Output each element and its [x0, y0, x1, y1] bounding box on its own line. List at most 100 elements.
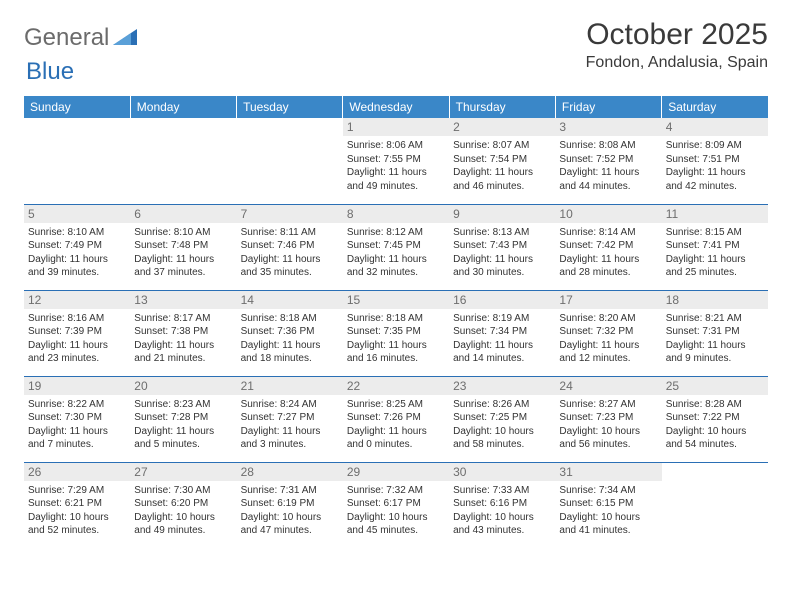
calendar-cell: 7Sunrise: 8:11 AMSunset: 7:46 PMDaylight… — [237, 204, 343, 290]
day-number: 29 — [343, 463, 449, 481]
day-number: 18 — [662, 291, 768, 309]
day-details: Sunrise: 8:07 AMSunset: 7:54 PMDaylight:… — [453, 138, 551, 193]
weekday-header: Monday — [130, 96, 236, 118]
day-details: Sunrise: 7:33 AMSunset: 6:16 PMDaylight:… — [453, 483, 551, 538]
day-number: 23 — [449, 377, 555, 395]
calendar-cell: 22 Sunrise: 8:25 AMSunset: 7:26 PMDayligh… — [343, 376, 449, 462]
day-details: Sunrise: 8:14 AMSunset: 7:42 PMDaylight:… — [559, 225, 657, 280]
day-number: 13 — [130, 291, 236, 309]
day-number: 25 — [662, 377, 768, 395]
day-details: Sunrise: 8:19 AMSunset: 7:34 PMDaylight:… — [453, 311, 551, 366]
day-number: 28 — [237, 463, 343, 481]
location-subtitle: Fondon, Andalusia, Spain — [586, 54, 768, 72]
calendar-cell-empty — [662, 462, 768, 548]
day-details: Sunrise: 8:27 AMSunset: 7:23 PMDaylight:… — [559, 397, 657, 452]
calendar-cell: 25 Sunrise: 8:28 AMSunset: 7:22 PMDayligh… — [662, 376, 768, 462]
brand-blue: Blue — [26, 58, 74, 86]
day-details: Sunrise: 8:22 AMSunset: 7:30 PMDaylight:… — [28, 397, 126, 452]
calendar-cell: 27 Sunrise: 7:30 AMSunset: 6:20 PMDayligh… — [130, 462, 236, 548]
calendar-cell: 15 Sunrise: 8:18 AMSunset: 7:35 PMDayligh… — [343, 290, 449, 376]
day-number: 8 — [343, 205, 449, 223]
calendar-cell: 11 Sunrise: 8:15 AMSunset: 7:41 PMDayligh… — [662, 204, 768, 290]
day-details: Sunrise: 8:21 AMSunset: 7:31 PMDaylight:… — [666, 311, 764, 366]
day-details: Sunrise: 7:31 AMSunset: 6:19 PMDaylight:… — [241, 483, 339, 538]
day-number: 9 — [449, 205, 555, 223]
brand-general: General — [24, 24, 109, 52]
calendar-cell: 8 Sunrise: 8:12 AMSunset: 7:45 PMDaylight… — [343, 204, 449, 290]
day-details: Sunrise: 8:24 AMSunset: 7:27 PMDaylight:… — [241, 397, 339, 452]
calendar-cell: 13 Sunrise: 8:17 AMSunset: 7:38 PMDayligh… — [130, 290, 236, 376]
day-details: Sunrise: 8:23 AMSunset: 7:28 PMDaylight:… — [134, 397, 232, 452]
day-number: 12 — [24, 291, 130, 309]
calendar-cell: 17 Sunrise: 8:20 AMSunset: 7:32 PMDayligh… — [555, 290, 661, 376]
day-details: Sunrise: 7:29 AMSunset: 6:21 PMDaylight:… — [28, 483, 126, 538]
day-number: 26 — [24, 463, 130, 481]
calendar-cell: 23 Sunrise: 8:26 AMSunset: 7:25 PMDayligh… — [449, 376, 555, 462]
day-details: Sunrise: 8:17 AMSunset: 7:38 PMDaylight:… — [134, 311, 232, 366]
weekday-header: Thursday — [449, 96, 555, 118]
day-details: Sunrise: 8:16 AMSunset: 7:39 PMDaylight:… — [28, 311, 126, 366]
calendar-cell: 19Sunrise: 8:22 AMSunset: 7:30 PMDayligh… — [24, 376, 130, 462]
day-details: Sunrise: 8:08 AMSunset: 7:52 PMDaylight:… — [559, 138, 657, 193]
calendar-cell: 30 Sunrise: 7:33 AMSunset: 6:16 PMDayligh… — [449, 462, 555, 548]
day-details: Sunrise: 8:26 AMSunset: 7:25 PMDaylight:… — [453, 397, 551, 452]
day-number: 10 — [555, 205, 661, 223]
day-number: 31 — [555, 463, 661, 481]
day-details: Sunrise: 8:18 AMSunset: 7:35 PMDaylight:… — [347, 311, 445, 366]
day-number: 17 — [555, 291, 661, 309]
day-number: 15 — [343, 291, 449, 309]
calendar-cell: 10 Sunrise: 8:14 AMSunset: 7:42 PMDayligh… — [555, 204, 661, 290]
day-details: Sunrise: 8:11 AMSunset: 7:46 PMDaylight:… — [241, 225, 339, 280]
day-number: 11 — [662, 205, 768, 223]
month-title: October 2025 — [586, 18, 768, 52]
day-number: 20 — [130, 377, 236, 395]
calendar-cell-empty — [130, 118, 236, 204]
day-number: 6 — [130, 205, 236, 223]
day-details: Sunrise: 8:20 AMSunset: 7:32 PMDaylight:… — [559, 311, 657, 366]
calendar-cell-empty — [24, 118, 130, 204]
calendar-cell: 29 Sunrise: 7:32 AMSunset: 6:17 PMDayligh… — [343, 462, 449, 548]
brand-logo: General — [24, 24, 141, 52]
day-number: 30 — [449, 463, 555, 481]
calendar-row: 26 Sunrise: 7:29 AMSunset: 6:21 PMDayligh… — [24, 462, 768, 548]
calendar-cell: 18 Sunrise: 8:21 AMSunset: 7:31 PMDayligh… — [662, 290, 768, 376]
day-details: Sunrise: 8:13 AMSunset: 7:43 PMDaylight:… — [453, 225, 551, 280]
calendar-table: Sunday Monday Tuesday Wednesday Thursday… — [24, 96, 768, 548]
weekday-header: Saturday — [662, 96, 768, 118]
calendar-cell: 26 Sunrise: 7:29 AMSunset: 6:21 PMDayligh… — [24, 462, 130, 548]
day-number: 27 — [130, 463, 236, 481]
day-details: Sunrise: 7:34 AMSunset: 6:15 PMDaylight:… — [559, 483, 657, 538]
calendar-cell: 6 Sunrise: 8:10 AMSunset: 7:48 PMDaylight… — [130, 204, 236, 290]
day-details: Sunrise: 8:12 AMSunset: 7:45 PMDaylight:… — [347, 225, 445, 280]
calendar-cell: 31 Sunrise: 7:34 AMSunset: 6:15 PMDayligh… — [555, 462, 661, 548]
calendar-cell: 3Sunrise: 8:08 AMSunset: 7:52 PMDaylight… — [555, 118, 661, 204]
calendar-cell: 14 Sunrise: 8:18 AMSunset: 7:36 PMDayligh… — [237, 290, 343, 376]
calendar-cell: 12 Sunrise: 8:16 AMSunset: 7:39 PMDayligh… — [24, 290, 130, 376]
weekday-header: Tuesday — [237, 96, 343, 118]
calendar-cell-empty — [237, 118, 343, 204]
weekday-header-row: Sunday Monday Tuesday Wednesday Thursday… — [24, 96, 768, 118]
calendar-cell: 9 Sunrise: 8:13 AMSunset: 7:43 PMDaylight… — [449, 204, 555, 290]
calendar-cell: 20 Sunrise: 8:23 AMSunset: 7:28 PMDayligh… — [130, 376, 236, 462]
day-number: 24 — [555, 377, 661, 395]
day-details: Sunrise: 7:32 AMSunset: 6:17 PMDaylight:… — [347, 483, 445, 538]
weekday-header: Wednesday — [343, 96, 449, 118]
day-details: Sunrise: 8:18 AMSunset: 7:36 PMDaylight:… — [241, 311, 339, 366]
day-number: 22 — [343, 377, 449, 395]
day-details: Sunrise: 8:10 AMSunset: 7:48 PMDaylight:… — [134, 225, 232, 280]
day-details: Sunrise: 8:25 AMSunset: 7:26 PMDaylight:… — [347, 397, 445, 452]
day-details: Sunrise: 8:28 AMSunset: 7:22 PMDaylight:… — [666, 397, 764, 452]
calendar-row: 5Sunrise: 8:10 AMSunset: 7:49 PMDaylight… — [24, 204, 768, 290]
day-details: Sunrise: 8:15 AMSunset: 7:41 PMDaylight:… — [666, 225, 764, 280]
calendar-row: 19Sunrise: 8:22 AMSunset: 7:30 PMDayligh… — [24, 376, 768, 462]
day-details: Sunrise: 7:30 AMSunset: 6:20 PMDaylight:… — [134, 483, 232, 538]
calendar-cell: 4Sunrise: 8:09 AMSunset: 7:51 PMDaylight… — [662, 118, 768, 204]
brand-triangle-icon — [113, 27, 139, 50]
day-number: 14 — [237, 291, 343, 309]
calendar-cell: 5Sunrise: 8:10 AMSunset: 7:49 PMDaylight… — [24, 204, 130, 290]
weekday-header: Friday — [555, 96, 661, 118]
day-number: 21 — [237, 377, 343, 395]
calendar-cell: 28 Sunrise: 7:31 AMSunset: 6:19 PMDayligh… — [237, 462, 343, 548]
day-details: Sunrise: 8:10 AMSunset: 7:49 PMDaylight:… — [28, 225, 126, 280]
day-number: 16 — [449, 291, 555, 309]
